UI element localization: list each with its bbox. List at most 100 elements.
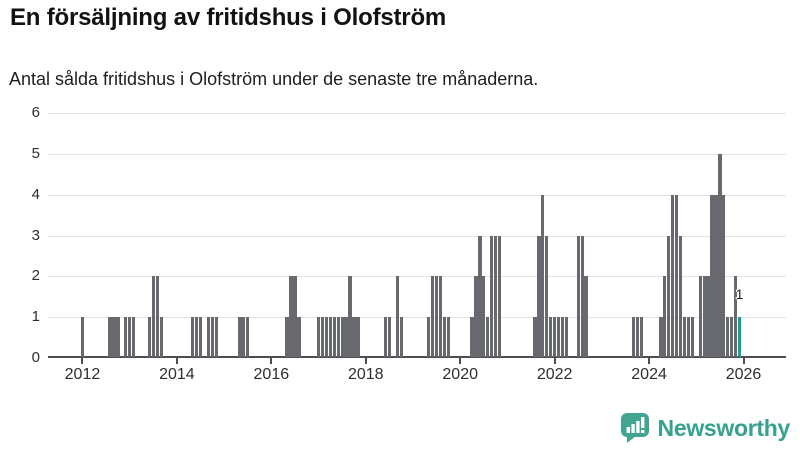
grid-line [48, 154, 786, 155]
bar [682, 317, 687, 357]
bar [190, 317, 195, 357]
bar [560, 317, 565, 357]
bar [722, 194, 726, 357]
bar [482, 276, 486, 357]
bar [678, 235, 683, 357]
bar [686, 317, 691, 357]
grid-line [48, 276, 786, 277]
highlight-bar [737, 317, 742, 357]
y-axis-label: 1 [31, 308, 40, 325]
bar [297, 317, 301, 357]
bar [112, 317, 116, 357]
y-axis-label: 0 [31, 349, 40, 366]
bar [446, 317, 451, 357]
bar [80, 317, 85, 357]
bar [552, 317, 557, 357]
newsworthy-logo-text: Newsworthy [657, 414, 791, 441]
bar [490, 235, 494, 357]
bar [434, 276, 439, 357]
bar [206, 317, 211, 357]
bar [289, 276, 293, 357]
x-axis-tick [742, 357, 745, 364]
x-axis-label: 2026 [725, 366, 762, 383]
bar [549, 317, 553, 357]
bar [108, 317, 112, 357]
bar [194, 317, 199, 357]
bar [198, 317, 203, 357]
bar [128, 317, 132, 357]
bar [733, 276, 738, 357]
x-axis-label: 2020 [442, 366, 478, 383]
bar [718, 153, 722, 357]
bar [431, 276, 435, 357]
newsworthy-logo-icon [620, 412, 650, 444]
bar [663, 276, 667, 357]
grid-line [48, 317, 786, 318]
bar [497, 235, 502, 357]
bar [159, 317, 163, 357]
bar [635, 317, 639, 357]
grid-line [48, 236, 786, 237]
bar [293, 276, 297, 357]
x-axis-label: 2018 [347, 366, 384, 383]
bar [242, 317, 246, 357]
bar [671, 194, 675, 357]
bar [246, 317, 250, 357]
bar [576, 235, 580, 357]
bar [702, 276, 706, 357]
chart-title: En försäljning av fritidshus i Olofström [10, 4, 447, 31]
grid-line [48, 113, 786, 114]
bar [131, 317, 136, 357]
newsworthy-logo[interactable]: Newsworthy [620, 412, 790, 444]
bar [320, 317, 325, 357]
bar [210, 317, 214, 357]
x-axis-tick [364, 357, 367, 364]
bar [116, 317, 120, 357]
bar [316, 317, 321, 357]
bar [328, 317, 332, 357]
bar [564, 317, 569, 357]
y-axis-label: 6 [31, 104, 40, 121]
x-axis-label: 2012 [64, 366, 101, 383]
bar [714, 194, 718, 357]
bar [324, 317, 329, 357]
y-axis-label: 3 [31, 227, 40, 244]
x-axis-tick [459, 357, 462, 364]
bar [710, 194, 714, 357]
x-axis-tick [648, 357, 651, 364]
bar [690, 317, 694, 357]
bar [387, 317, 392, 357]
bar [730, 317, 734, 357]
bar [442, 317, 447, 357]
x-axis-tick [175, 357, 178, 364]
bar [336, 317, 340, 357]
bar [659, 317, 663, 357]
x-axis-label: 2022 [536, 366, 573, 383]
y-axis-label: 5 [31, 145, 40, 162]
y-axis-label: 4 [31, 186, 40, 203]
bar [352, 317, 356, 357]
bar [545, 235, 549, 357]
bar [427, 317, 431, 357]
bar [698, 276, 702, 357]
x-axis-baseline [48, 356, 786, 358]
x-axis-label: 2014 [159, 366, 195, 383]
bar [674, 194, 679, 357]
bar [474, 276, 478, 357]
bar [580, 235, 584, 357]
y-axis-label: 2 [31, 267, 40, 284]
bar [383, 317, 388, 357]
bar [285, 317, 289, 357]
bar [533, 317, 537, 357]
bar [438, 276, 443, 357]
bar [667, 235, 671, 357]
bar [124, 317, 128, 357]
bar [344, 317, 348, 357]
bar [155, 276, 159, 357]
bar [493, 235, 498, 357]
grid-line [48, 195, 786, 196]
bar [470, 317, 474, 357]
bar [238, 317, 242, 357]
x-axis-tick [81, 357, 84, 364]
